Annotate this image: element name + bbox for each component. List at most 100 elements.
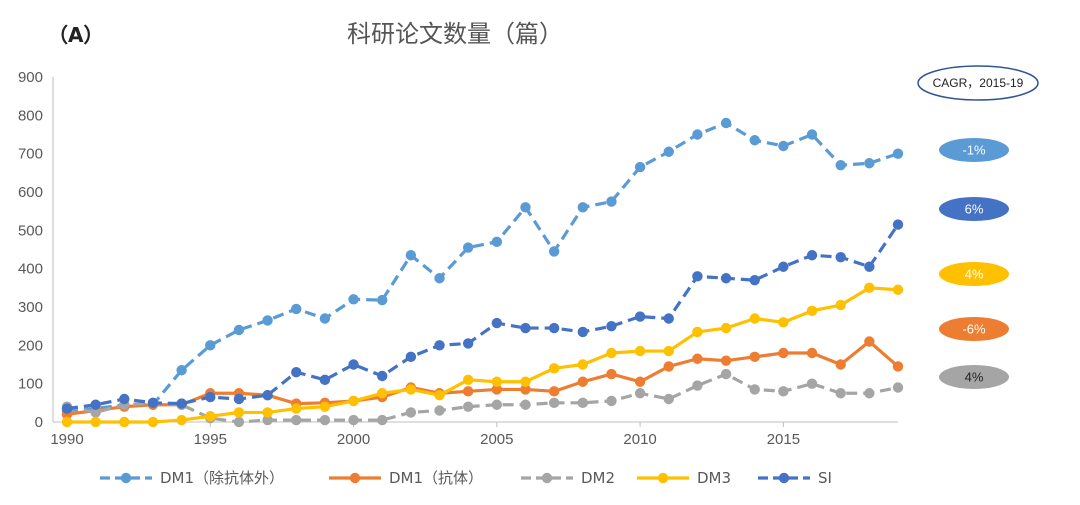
data-point: [462, 242, 474, 253]
data-point: [405, 407, 417, 418]
data-point: [778, 140, 789, 152]
data-point: [377, 370, 388, 382]
panel-label: （A）: [48, 23, 103, 47]
cagr-pill-value: -1%: [962, 143, 986, 158]
legend-label: DM1（抗体）: [389, 469, 483, 487]
data-point: [548, 322, 560, 334]
data-point: [119, 393, 130, 405]
y-tick-label: 100: [18, 376, 43, 393]
data-point: [663, 361, 674, 372]
data-point: [548, 363, 560, 374]
data-point: [291, 303, 302, 315]
data-point: [291, 366, 302, 378]
y-tick-label: 600: [18, 184, 43, 201]
data-point: [491, 236, 503, 248]
data-point: [319, 313, 331, 324]
cagr-pill: [939, 197, 1009, 221]
data-point: [720, 117, 732, 129]
legend-item-3: DM3: [637, 469, 731, 487]
cagr-panel: CAGR，2015-19 -1% 6% 4% -6% 4%: [917, 65, 1039, 389]
data-point: [348, 395, 359, 407]
data-point: [749, 274, 760, 286]
data-point: [663, 313, 674, 324]
axes: 0 100 200 300 400 500 600 700 800 900 1990 1995 2000…: [18, 69, 898, 448]
data-point: [462, 386, 474, 397]
data-point: [606, 368, 617, 380]
data-point: [720, 322, 732, 334]
legend-item-2: DM2: [521, 469, 615, 487]
data-point: [491, 317, 503, 329]
data-point: [262, 389, 273, 401]
cagr-pill-3: -6%: [939, 317, 1009, 341]
data-point: [892, 361, 904, 372]
x-tick-label: 2015: [767, 431, 800, 448]
data-point: [90, 416, 101, 428]
chart-title: 科研论文数量（篇）: [347, 20, 563, 48]
legend-label: DM1（除抗体外）: [160, 469, 284, 487]
data-point: [749, 384, 760, 395]
legend: DM1（除抗体外） DM1（抗体） DM2 DM3 SI: [100, 469, 832, 487]
data-point: [692, 129, 703, 140]
legend-swatch-marker: [657, 472, 669, 484]
series-4: [61, 219, 904, 414]
data-point: [462, 401, 474, 412]
y-tick-label: 300: [18, 299, 43, 316]
series-line: [66, 339, 900, 416]
data-point: [806, 347, 818, 359]
y-tick-label: 400: [18, 261, 43, 278]
data-point: [434, 340, 445, 351]
data-point: [520, 376, 531, 387]
data-point: [291, 414, 302, 426]
data-point: [520, 384, 531, 395]
data-point: [61, 416, 73, 428]
data-point: [692, 380, 703, 391]
data-point: [462, 338, 474, 349]
data-point: [577, 397, 588, 409]
data-point: [377, 414, 388, 426]
data-point: [606, 320, 617, 332]
data-point: [119, 416, 130, 428]
data-point: [377, 388, 388, 399]
cagr-pill-value: 4%: [965, 267, 984, 282]
cagr-pill: [939, 365, 1009, 389]
data-point: [749, 351, 760, 363]
cagr-pill: [939, 138, 1009, 162]
data-point: [462, 374, 474, 386]
data-point: [606, 347, 617, 359]
series-3: [61, 282, 904, 428]
data-point: [147, 416, 159, 428]
data-point: [262, 407, 273, 418]
data-point: [520, 202, 531, 213]
y-tick-label: 900: [18, 69, 43, 86]
data-point: [692, 326, 703, 338]
data-point: [806, 305, 818, 317]
data-point: [720, 273, 732, 284]
data-point: [864, 261, 875, 272]
data-point: [434, 405, 445, 416]
data-point: [319, 374, 331, 386]
data-point: [806, 129, 818, 140]
y-tick-label: 500: [18, 222, 43, 239]
data-point: [606, 395, 617, 407]
data-point: [233, 416, 245, 428]
data-point: [520, 322, 531, 334]
data-point: [778, 261, 789, 272]
data-point: [405, 250, 417, 261]
data-point: [835, 159, 846, 171]
data-point: [634, 345, 646, 357]
y-tick-label: 200: [18, 337, 43, 354]
legend-swatch-marker: [541, 472, 553, 484]
data-point: [491, 376, 503, 387]
data-point: [835, 251, 846, 263]
data-point: [348, 294, 359, 305]
data-point: [692, 353, 703, 364]
data-point: [434, 273, 445, 284]
data-point: [778, 317, 789, 328]
cagr-pill-2: 4%: [939, 262, 1009, 286]
data-point: [663, 345, 674, 357]
cagr-pill-value: 4%: [965, 370, 984, 385]
data-point: [720, 368, 732, 380]
data-point: [835, 359, 846, 370]
data-point: [233, 324, 245, 336]
